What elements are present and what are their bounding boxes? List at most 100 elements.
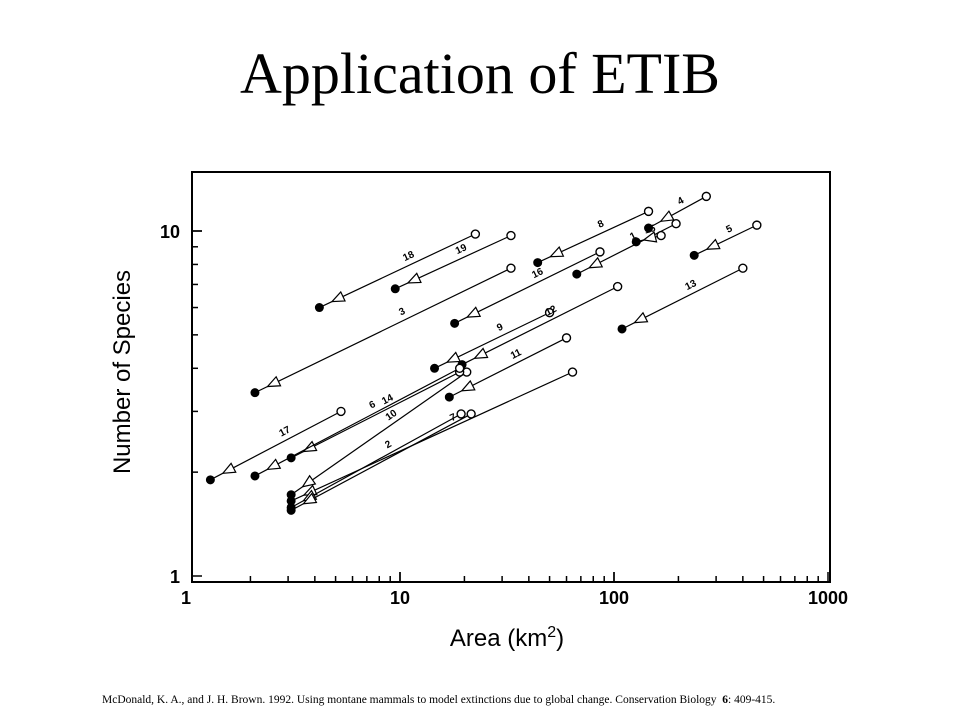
segment-line	[290, 373, 570, 502]
segment-label: 19	[454, 242, 469, 257]
arrowhead	[548, 246, 565, 258]
segment-label: 6	[367, 399, 377, 412]
arrowhead	[465, 306, 482, 318]
arrowhead	[330, 290, 346, 303]
segment-label: 4	[676, 195, 687, 208]
filled-point	[572, 269, 582, 279]
series-13: 13	[617, 263, 748, 334]
series-3: 3	[250, 263, 516, 398]
segment-line	[461, 287, 615, 366]
arrowhead	[473, 347, 489, 360]
open-point	[336, 406, 346, 417]
open-point	[671, 218, 681, 229]
citation-text: McDonald, K. A., and J. H. Brown. 1992. …	[102, 694, 717, 706]
segment-label: 18	[401, 249, 416, 264]
slide-title: Application of ETIB	[239, 41, 720, 106]
segment-label: 2	[383, 439, 394, 452]
x-axis-label: Area (km2)	[450, 624, 564, 652]
open-point	[656, 230, 666, 241]
series-9: 9	[430, 307, 555, 373]
open-point	[454, 363, 465, 373]
open-point	[643, 206, 654, 217]
series-1: 1	[572, 218, 681, 279]
arrowhead	[659, 210, 675, 223]
open-point	[738, 263, 748, 273]
citation-pages: : 409-415.	[728, 694, 776, 706]
citation: McDonald, K. A., and J. H. Brown. 1992. …	[102, 694, 922, 706]
segment-label: 9	[495, 321, 505, 334]
arrowhead	[301, 474, 317, 488]
y-axis-label: Number of Species	[109, 270, 136, 474]
y-tick-label: 10	[160, 222, 180, 242]
open-point	[456, 409, 466, 419]
x-tick-label: 1000	[808, 588, 848, 608]
series-11: 11	[444, 333, 572, 402]
x-axis-label-sup: 2	[547, 624, 556, 641]
open-point	[506, 263, 516, 273]
arrowhead	[460, 379, 476, 392]
arrowhead	[265, 458, 282, 471]
segment-label: 14	[380, 392, 395, 407]
open-point	[470, 229, 481, 239]
axis-tick-labels: 1 10 100 1000 1 10	[160, 222, 848, 608]
segment-line	[254, 269, 508, 394]
arrowhead	[642, 231, 658, 243]
segment-line	[290, 415, 458, 508]
segment-line	[290, 415, 468, 511]
open-point	[561, 333, 572, 343]
arrowhead	[445, 351, 462, 363]
y-tick-label: 1	[170, 567, 180, 587]
segment-label: 17	[277, 424, 292, 439]
filled-point	[444, 392, 454, 402]
series-4: 4	[644, 191, 712, 233]
open-point	[701, 191, 712, 202]
x-axis-label-main: Area (km	[450, 625, 547, 652]
segment-label: 16	[530, 266, 545, 281]
arrowhead	[633, 311, 649, 324]
segment-line	[254, 369, 457, 477]
series-12: 12	[457, 281, 623, 370]
segment-line	[693, 226, 754, 256]
arrowhead	[587, 256, 604, 269]
open-point	[595, 247, 605, 257]
plot-frame	[191, 171, 831, 583]
arrowhead	[406, 272, 422, 284]
plot-border	[191, 171, 831, 583]
segment-line	[290, 373, 457, 459]
filled-point	[205, 475, 215, 485]
segment-label: 11	[509, 347, 524, 362]
open-point	[466, 409, 476, 419]
open-point	[612, 281, 623, 292]
series-6: 6	[250, 363, 465, 481]
x-tick-label: 1	[181, 588, 191, 608]
open-point	[544, 307, 555, 318]
filled-point	[450, 318, 460, 328]
segment-label: 15	[643, 223, 657, 237]
arrowhead	[302, 492, 318, 505]
segment-label: 13	[684, 278, 699, 293]
x-axis-label-end: )	[556, 625, 564, 652]
filled-point	[390, 284, 400, 294]
series-16: 16	[450, 247, 605, 328]
arrowhead	[705, 238, 721, 250]
open-point	[567, 367, 578, 377]
filled-point	[250, 471, 260, 481]
axis-ticks	[192, 230, 829, 582]
segment-line	[648, 197, 704, 229]
x-tick-label: 100	[599, 588, 629, 608]
filled-point	[430, 363, 440, 373]
open-point	[752, 220, 762, 230]
segment-label: 1	[628, 230, 638, 243]
segment-label: 8	[596, 218, 606, 231]
series-10: 10	[286, 367, 472, 500]
segment-label: 3	[397, 306, 407, 319]
filled-point	[617, 324, 627, 334]
filled-point	[631, 237, 641, 247]
filled-point	[644, 223, 654, 233]
segment-line	[290, 373, 464, 496]
filled-point	[689, 250, 699, 260]
arrowhead	[221, 462, 237, 475]
arrowhead	[266, 375, 282, 388]
filled-point	[314, 303, 324, 313]
